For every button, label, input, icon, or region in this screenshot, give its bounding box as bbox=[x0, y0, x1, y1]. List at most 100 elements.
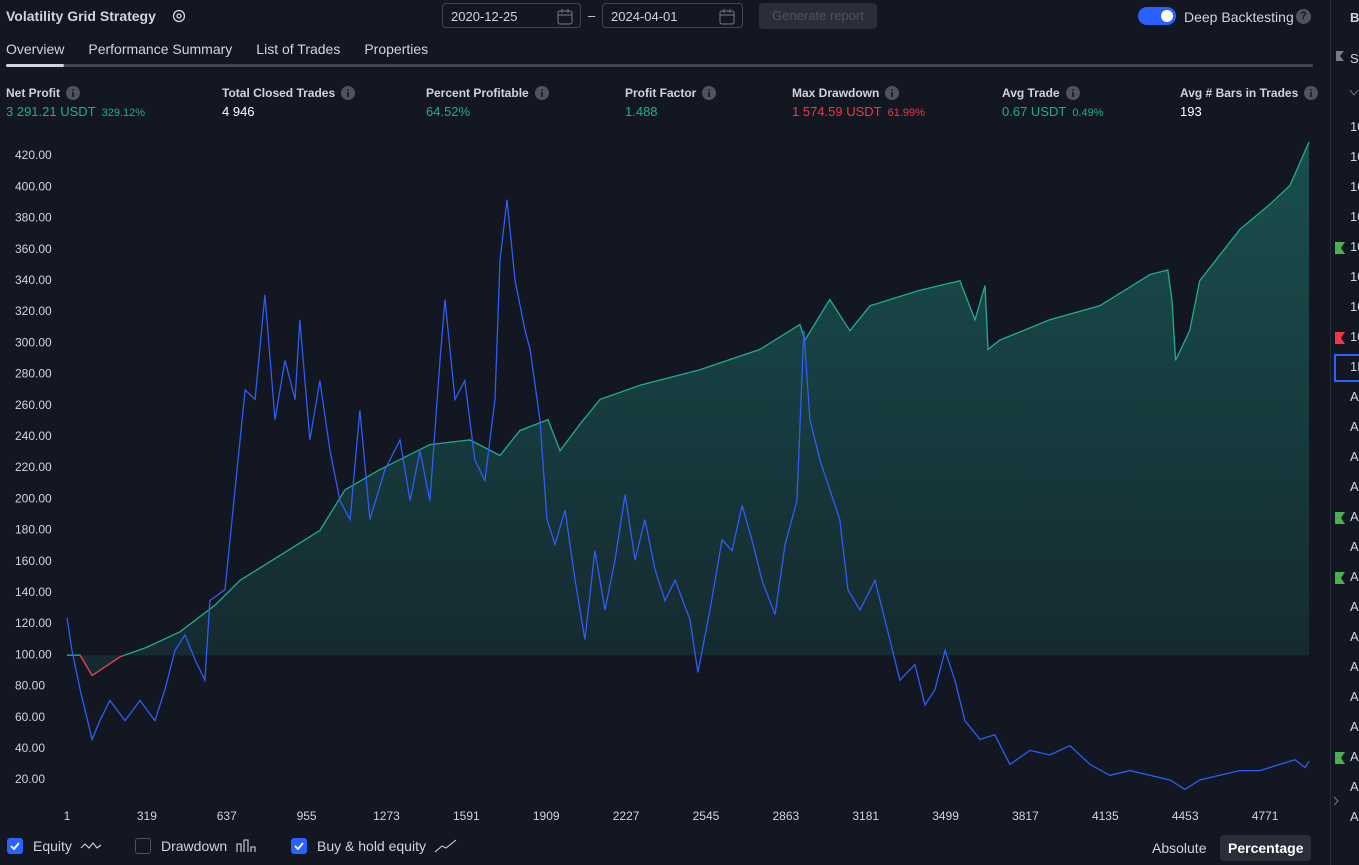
legend-icon bbox=[434, 839, 457, 853]
watchlist-symbol[interactable]: AL bbox=[1350, 689, 1359, 704]
metric-value: 0.67 USDT 0.49% bbox=[1002, 104, 1104, 119]
watchlist-symbol[interactable]: 10 bbox=[1350, 149, 1359, 164]
y-tick-label: 300.00 bbox=[15, 335, 52, 349]
tab[interactable]: Properties bbox=[364, 41, 429, 57]
watchlist-symbol[interactable]: AL bbox=[1350, 749, 1359, 764]
tab[interactable]: Overview bbox=[6, 41, 65, 57]
date-from-input[interactable]: 2020-12-25 bbox=[442, 3, 581, 28]
watchlist-symbol[interactable]: 10 bbox=[1350, 329, 1359, 344]
info-icon-bar bbox=[891, 92, 894, 97]
y-tick-label: 240.00 bbox=[15, 429, 52, 443]
info-icon-bar bbox=[347, 92, 349, 97]
help-icon[interactable]: ? bbox=[1296, 9, 1311, 24]
watchlist-symbol[interactable]: AC bbox=[1350, 479, 1359, 494]
metric-label-text: Profit Factor bbox=[625, 86, 697, 100]
metric-label-text: Total Closed Trades bbox=[222, 86, 336, 100]
tab[interactable]: Performance Summary bbox=[88, 41, 233, 57]
settings-icon[interactable] bbox=[171, 8, 187, 24]
metric-value: 1.488 bbox=[625, 104, 658, 119]
legend-label: Drawdown bbox=[161, 838, 228, 854]
scale-mode-button[interactable]: Percentage bbox=[1220, 835, 1312, 861]
y-tick-label: 420.00 bbox=[15, 148, 52, 162]
tab-bar: Overview Performance Summary List of Trade… bbox=[6, 41, 428, 57]
x-tick-label: 319 bbox=[137, 809, 157, 823]
deep-backtesting-toggle[interactable] bbox=[1138, 7, 1176, 25]
metric-value-text: 64.52% bbox=[426, 104, 471, 119]
watchlist-symbol[interactable]: 10 bbox=[1350, 209, 1359, 224]
watchlist-symbol[interactable]: AL bbox=[1350, 659, 1359, 674]
deep-backtesting-label: Deep Backtesting bbox=[1184, 9, 1294, 25]
info-icon-dot bbox=[540, 89, 543, 91]
watchlist-symbol[interactable]: 10 bbox=[1350, 119, 1359, 134]
info-icon-dot bbox=[891, 89, 894, 91]
info-icon-bar bbox=[72, 92, 74, 97]
symbol-column: Sy bbox=[1350, 51, 1359, 66]
row-flag-path bbox=[1335, 572, 1345, 584]
watchlist-symbol[interactable]: 10 bbox=[1350, 299, 1359, 314]
y-tick-label: 80.00 bbox=[15, 679, 45, 693]
metric-value: 4 946 bbox=[222, 104, 255, 119]
watchlist-symbol[interactable]: AL bbox=[1350, 779, 1359, 794]
legend-checkbox[interactable] bbox=[291, 838, 307, 854]
info-icon bbox=[1065, 86, 1080, 100]
tab-underline bbox=[6, 64, 1313, 67]
legend-item[interactable]: Buy & hold equity bbox=[291, 838, 458, 854]
generate-report-button[interactable]: Generate report bbox=[759, 3, 877, 29]
metric-value-text: 0.67 USDT bbox=[1002, 104, 1067, 119]
row-flag bbox=[1335, 332, 1345, 344]
x-tick-label: 1 bbox=[64, 809, 71, 823]
sort-icon[interactable] bbox=[1349, 88, 1359, 98]
watchlist-symbol[interactable]: AC bbox=[1350, 539, 1359, 554]
watchlist-symbol[interactable]: AC bbox=[1350, 509, 1359, 524]
x-tick-label: 3817 bbox=[1012, 809, 1039, 823]
legend-checkbox[interactable] bbox=[135, 838, 151, 854]
watchlist-symbol[interactable]: AL bbox=[1350, 569, 1359, 584]
info-icon-dot bbox=[72, 89, 74, 91]
legend-label: Buy & hold equity bbox=[317, 838, 426, 854]
metric-label: Percent Profitable bbox=[426, 86, 549, 100]
y-tick-label: 200.00 bbox=[15, 491, 52, 505]
panel-header: Bt bbox=[1350, 10, 1359, 25]
info-icon bbox=[885, 86, 900, 100]
x-tick-label: 1909 bbox=[533, 809, 560, 823]
selected-row bbox=[1334, 354, 1359, 382]
watchlist-symbol[interactable]: 1D bbox=[1350, 359, 1359, 374]
watchlist-symbol[interactable]: 10 bbox=[1350, 239, 1359, 254]
watchlist-symbol[interactable]: 10 bbox=[1350, 269, 1359, 284]
legend-icon-path bbox=[236, 839, 256, 852]
calendar-icon bbox=[719, 9, 735, 25]
active-tab-indicator bbox=[6, 64, 64, 67]
watchlist-symbol[interactable]: 10 bbox=[1350, 179, 1359, 194]
y-tick-label: 60.00 bbox=[15, 710, 45, 724]
row-flag-path bbox=[1335, 332, 1345, 344]
watchlist-symbol[interactable]: AL bbox=[1350, 809, 1359, 824]
watchlist-symbol[interactable]: AL bbox=[1350, 599, 1359, 614]
metric-value-text: 1 574.59 USDT bbox=[792, 104, 882, 119]
collapse-icon[interactable] bbox=[1332, 793, 1340, 809]
x-tick-label: 1591 bbox=[453, 809, 480, 823]
watchlist-symbol[interactable]: AL bbox=[1350, 719, 1359, 734]
watchlist-panel: Bt Sy 10 10 10 10 10 10 10 10 1D AA AC AC AC AC AC AL AL… bbox=[1330, 0, 1359, 865]
watchlist-symbol[interactable]: AC bbox=[1350, 449, 1359, 464]
info-icon bbox=[1304, 86, 1319, 100]
watchlist-symbol[interactable]: AA bbox=[1350, 389, 1359, 404]
watchlist-symbol[interactable]: AL bbox=[1350, 629, 1359, 644]
legend-item[interactable]: Drawdown bbox=[135, 838, 259, 854]
y-tick-label: 220.00 bbox=[15, 460, 52, 474]
tab[interactable]: List of Trades bbox=[256, 41, 341, 57]
x-tick-label: 2227 bbox=[613, 809, 640, 823]
watchlist-symbol[interactable]: AC bbox=[1350, 419, 1359, 434]
info-icon bbox=[702, 86, 717, 100]
x-tick-label: 3499 bbox=[932, 809, 959, 823]
scale-mode-button[interactable]: Absolute bbox=[1152, 840, 1207, 856]
equity-area bbox=[67, 142, 1309, 676]
metric-label: Max Drawdown bbox=[792, 86, 900, 100]
info-icon-dot bbox=[347, 89, 350, 91]
legend-item[interactable]: Equity bbox=[7, 838, 104, 854]
legend-checkbox[interactable] bbox=[7, 838, 23, 854]
metric-label: Profit Factor bbox=[625, 86, 717, 100]
metric-value-text: 1.488 bbox=[625, 104, 658, 119]
date-to-input[interactable]: 2024-04-01 bbox=[602, 3, 743, 28]
legend-icon bbox=[236, 839, 256, 852]
